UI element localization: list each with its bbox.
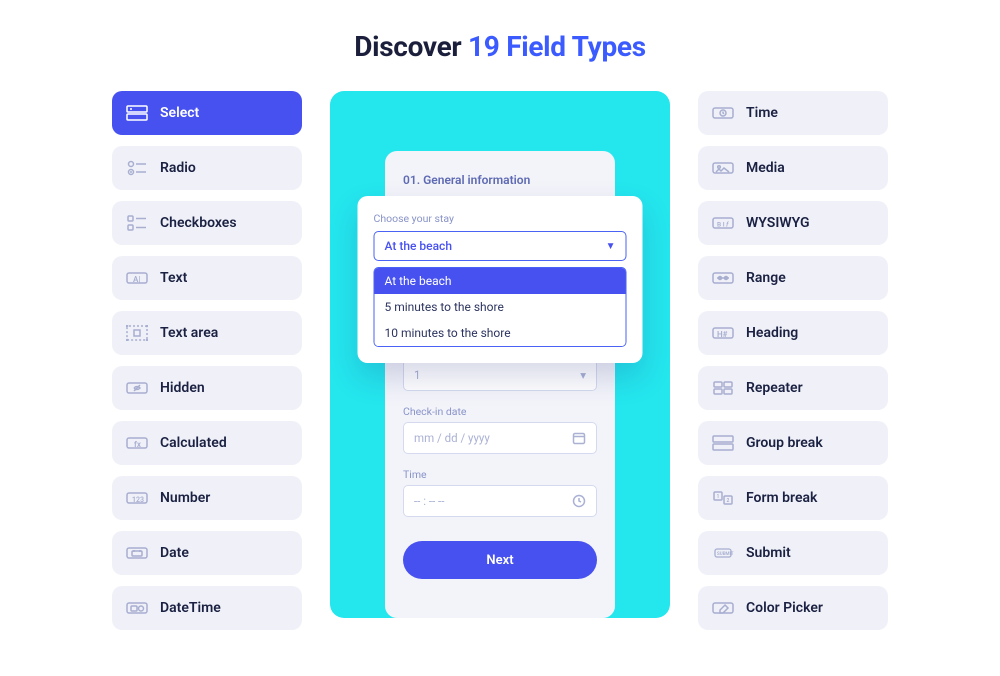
text-icon: A| [126,270,148,286]
field-type-label: Select [160,105,288,121]
field-type-label: Form break [746,490,874,506]
stay-dropdown-card: Choose your stay At the beach ▼ At the b… [358,196,643,363]
field-type-label: Text [160,270,288,286]
field-type-text[interactable]: A| Text [112,256,302,300]
datetime-icon [126,600,148,616]
media-icon [712,160,734,176]
field-type-group-break[interactable]: Group break [698,421,888,465]
stay-options-list: At the beach 5 minutes to the shore 10 m… [374,267,627,347]
field-type-hidden[interactable]: Hidden [112,366,302,410]
stay-label: Choose your stay [374,212,627,225]
rooms-value: 1 [414,368,420,382]
right-field-type-list: Time Media B I 𝑓 WYSIWYG Range H# Headin… [698,91,888,630]
field-type-label: DateTime [160,600,288,616]
field-type-select[interactable]: Select [112,91,302,135]
rooms-field[interactable]: 1 ▾ [403,359,597,391]
stay-option[interactable]: 10 minutes to the shore [375,320,626,346]
left-field-type-list: Select Radio Checkboxes [112,91,302,630]
chevron-down-icon: ▾ [580,368,586,382]
field-type-number[interactable]: 123 Number [112,476,302,520]
stay-select[interactable]: At the beach ▼ [374,231,627,261]
chevron-down-icon: ▼ [606,241,616,252]
number-icon: 123 [126,490,148,506]
field-type-label: Calculated [160,435,288,451]
title-accent: 19 Field Types [468,30,646,63]
range-icon [712,270,734,286]
title-prefix: Discover [354,30,468,63]
stay-selected: At the beach [385,239,452,253]
field-type-label: Repeater [746,380,874,396]
field-type-label: Number [160,490,288,506]
svg-text:fx: fx [134,440,141,449]
field-type-calculated[interactable]: fx Calculated [112,421,302,465]
time-label: Time [403,468,597,481]
field-type-label: Hidden [160,380,288,396]
svg-text:123: 123 [132,496,144,504]
field-type-heading[interactable]: H# Heading [698,311,888,355]
field-type-label: Heading [746,325,874,341]
next-button[interactable]: Next [403,541,597,579]
field-type-color-picker[interactable]: Color Picker [698,586,888,630]
svg-text:B I 𝑓: B I 𝑓 [717,221,729,229]
time-field[interactable]: -- : -- -- [403,485,597,517]
svg-text:SUBMIT: SUBMIT [717,551,734,557]
checkboxes-icon [126,215,148,231]
field-type-label: Checkboxes [160,215,288,231]
field-type-label: Radio [160,160,288,176]
submit-icon: SUBMIT [712,545,734,561]
repeater-icon [712,380,734,396]
field-type-radio[interactable]: Radio [112,146,302,190]
calendar-icon [572,431,586,445]
date-icon [126,545,148,561]
field-type-textarea[interactable]: Text area [112,311,302,355]
svg-text:A|: A| [133,275,140,284]
time-placeholder: -- : -- -- [414,494,444,508]
field-type-label: WYSIWYG [746,215,874,231]
textarea-icon [126,325,148,341]
stay-option[interactable]: At the beach [375,268,626,294]
form-break-icon: 12 [712,490,734,506]
color-picker-icon [712,600,734,616]
hidden-icon [126,380,148,396]
field-type-range[interactable]: Range [698,256,888,300]
field-type-label: Group break [746,435,874,451]
field-type-label: Range [746,270,874,286]
field-type-repeater[interactable]: Repeater [698,366,888,410]
field-type-label: Text area [160,325,288,341]
group-break-icon [712,435,734,451]
page-title: Discover 19 Field Types [0,0,1000,91]
wysiwyg-icon: B I 𝑓 [712,215,734,231]
field-type-datetime[interactable]: DateTime [112,586,302,630]
section-title: 01. General information [403,173,597,187]
field-type-label: Color Picker [746,600,874,616]
select-icon [126,105,148,121]
field-type-checkboxes[interactable]: Checkboxes [112,201,302,245]
radio-icon [126,160,148,176]
field-type-label: Submit [746,545,874,561]
field-type-date[interactable]: Date [112,531,302,575]
clock-icon [572,494,586,508]
field-type-submit[interactable]: SUBMIT Submit [698,531,888,575]
heading-icon: H# [712,325,734,341]
field-type-label: Date [160,545,288,561]
field-type-label: Media [746,160,874,176]
time-icon [712,105,734,121]
stay-option[interactable]: 5 minutes to the shore [375,294,626,320]
checkin-placeholder: mm / dd / yyyy [414,431,490,445]
svg-text:H#: H# [717,330,728,339]
field-type-form-break[interactable]: 12 Form break [698,476,888,520]
next-label: Next [486,553,513,568]
field-type-label: Time [746,105,874,121]
field-type-wysiwyg[interactable]: B I 𝑓 WYSIWYG [698,201,888,245]
field-type-time[interactable]: Time [698,91,888,135]
checkin-field[interactable]: mm / dd / yyyy [403,422,597,454]
svg-text:2: 2 [727,498,730,504]
svg-text:1: 1 [717,494,720,500]
field-type-media[interactable]: Media [698,146,888,190]
calculated-icon: fx [126,435,148,451]
preview-panel: 01. General information 1 ▾ Check-in dat… [330,91,670,618]
checkin-label: Check-in date [403,405,597,418]
